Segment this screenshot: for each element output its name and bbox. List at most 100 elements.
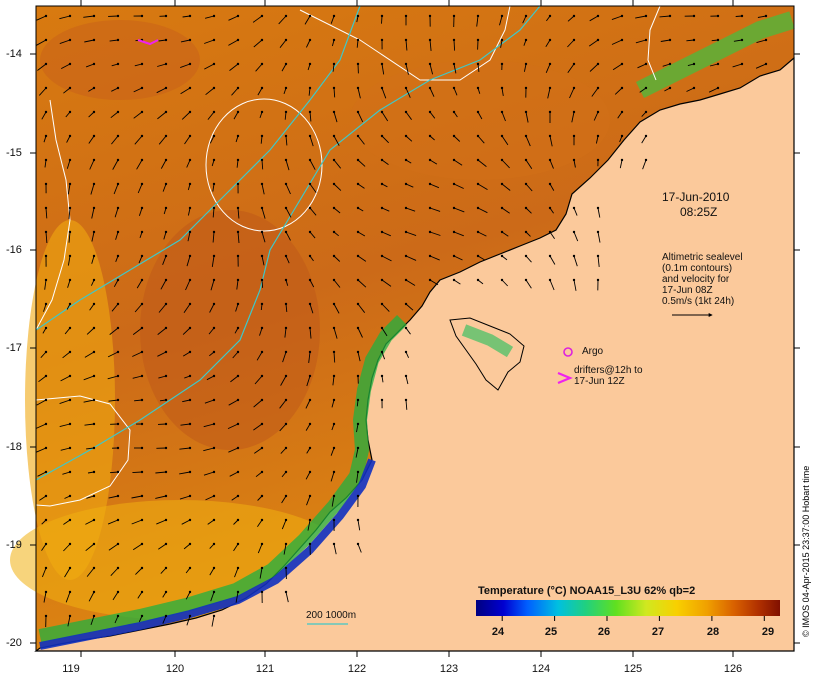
velocity-vector (283, 543, 287, 555)
vector-origin (188, 422, 192, 426)
velocity-vector (381, 159, 389, 165)
vector-origin (620, 134, 624, 138)
vector-origin (164, 542, 168, 546)
velocity-vector (89, 303, 95, 311)
vector-origin (236, 278, 240, 282)
velocity-vector (211, 255, 215, 267)
velocity-vector (305, 423, 311, 431)
vector-origin (188, 86, 192, 90)
vector-origin (380, 182, 384, 186)
vector-origin (212, 518, 216, 522)
velocity-vector (180, 63, 191, 69)
velocity-vector (612, 63, 623, 71)
velocity-vector (212, 207, 215, 218)
vector-origin (332, 158, 336, 162)
velocity-vector (66, 159, 71, 169)
vector-origin (68, 614, 72, 618)
velocity-vector (60, 447, 71, 451)
velocity-vector (549, 183, 555, 191)
velocity-vector (285, 255, 290, 264)
velocity-vector (333, 351, 336, 363)
velocity-vector (477, 183, 488, 190)
velocity-vector (64, 567, 71, 578)
vector-origin (44, 422, 48, 426)
vector-origin (356, 470, 360, 474)
vector-origin (356, 14, 360, 18)
vector-origin (164, 134, 168, 138)
velocity-vector (133, 87, 143, 93)
velocity-vector (330, 15, 335, 24)
vector-origin (308, 374, 312, 378)
vector-origin (356, 182, 360, 186)
vector-origin (668, 14, 672, 18)
velocity-vector (597, 207, 601, 218)
velocity-vector (186, 159, 191, 168)
vector-origin (572, 254, 576, 258)
legend-line: 17-Jun 08Z (662, 285, 713, 296)
velocity-vector (429, 183, 440, 189)
vector-origin (236, 518, 240, 522)
vector-origin (44, 14, 48, 18)
velocity-vector (257, 87, 263, 96)
velocity-vector (110, 111, 119, 119)
vector-origin (476, 62, 480, 66)
vector-origin (332, 422, 336, 426)
velocity-vector (89, 159, 95, 170)
vector-origin (428, 182, 432, 186)
velocity-vector (252, 15, 263, 23)
velocity-vector (356, 39, 359, 48)
velocity-vector (132, 471, 143, 474)
map-time: 08:25Z (680, 205, 718, 219)
vector-origin (644, 14, 648, 18)
velocity-vector (155, 471, 167, 474)
velocity-vector (591, 87, 599, 97)
vector-origin (380, 398, 384, 402)
vector-origin (404, 182, 408, 186)
vector-origin (164, 230, 168, 234)
vector-origin (308, 86, 312, 90)
vector-origin (620, 110, 624, 114)
vector-origin (500, 38, 504, 42)
vector-origin (44, 110, 48, 114)
vector-origin (260, 62, 264, 66)
velocity-vector (453, 255, 463, 261)
legend-line: Altimetric sealevel (662, 252, 743, 263)
vector-origin (572, 62, 576, 66)
velocity-vector (109, 471, 119, 474)
velocity-vector (253, 39, 263, 48)
velocity-vector (309, 159, 316, 170)
velocity-vector (156, 519, 167, 525)
velocity-vector (41, 567, 47, 578)
velocity-vector (88, 135, 95, 144)
vector-origin (116, 518, 120, 522)
velocity-vector (499, 15, 503, 26)
velocity-vector (45, 231, 48, 244)
vector-origin (260, 254, 264, 258)
vector-origin (284, 326, 288, 330)
velocity-vector (236, 159, 239, 168)
vector-origin (308, 110, 312, 114)
vector-origin (356, 350, 360, 354)
velocity-vector (88, 591, 95, 602)
vector-origin (260, 38, 264, 42)
velocity-vector (67, 279, 71, 288)
isobath-1000m (35, 5, 541, 481)
vector-origin (308, 38, 312, 42)
vector-origin (236, 158, 240, 162)
vector-origin (44, 182, 48, 186)
vector-origin (452, 14, 456, 18)
vector-origin (92, 302, 96, 306)
velocity-vector (686, 39, 695, 42)
sealevel-contour (299, 5, 511, 81)
vector-origin (212, 134, 216, 138)
velocity-vector (281, 519, 287, 530)
warm-core-patch (140, 210, 320, 450)
vector-origin (116, 38, 120, 42)
velocity-vector (232, 351, 239, 359)
velocity-vector (91, 207, 95, 219)
credit-line: © IMOS 04-Apr-2015 23:37:00 Hobart time (801, 465, 811, 637)
velocity-vector (158, 303, 167, 313)
argo-label: Argo (582, 346, 604, 357)
vector-origin (212, 446, 216, 450)
vector-origin (236, 62, 240, 66)
